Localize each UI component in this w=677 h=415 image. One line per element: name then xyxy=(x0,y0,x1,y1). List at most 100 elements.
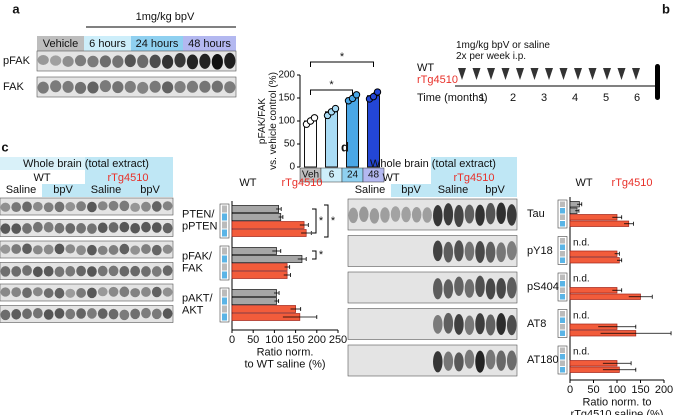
condition-background xyxy=(183,36,236,51)
treatment-marker xyxy=(222,229,227,237)
blot-band xyxy=(186,54,199,70)
blot-band xyxy=(76,288,86,298)
y-axis-label: pFAK/FAK vs. vehicle control (%) xyxy=(256,72,279,170)
blot-band xyxy=(32,266,43,278)
treatment-marker xyxy=(222,297,227,305)
blot-band xyxy=(54,308,65,319)
injection-marker xyxy=(632,68,640,80)
treatment-label: Saline xyxy=(437,183,469,196)
blot-band xyxy=(65,265,76,277)
blot-band xyxy=(108,308,119,320)
blot-band xyxy=(74,55,87,67)
blot-band xyxy=(506,204,517,226)
injection-marker xyxy=(588,68,597,80)
category-label: pY18 xyxy=(527,244,553,257)
blot-band xyxy=(22,308,32,320)
category-label: pAKT/ AKT xyxy=(182,292,213,317)
blot-band xyxy=(0,223,11,234)
x-tick-label: 0 xyxy=(228,333,236,346)
blot-band xyxy=(62,80,74,93)
blot-band xyxy=(130,308,141,320)
blot-band xyxy=(199,53,211,69)
blot-band xyxy=(119,266,130,277)
bar xyxy=(569,287,618,294)
blot-band xyxy=(11,287,22,298)
treatment-marker xyxy=(560,201,565,207)
blot-band xyxy=(108,200,119,211)
group-frame xyxy=(557,272,568,302)
y-tick-label: 0 xyxy=(289,161,295,173)
condition-background xyxy=(84,36,131,51)
panel-label: d xyxy=(341,139,349,155)
blot-background xyxy=(0,240,174,259)
treatment-marker xyxy=(222,289,227,297)
blot-band xyxy=(97,222,108,234)
blot-band xyxy=(433,351,443,373)
blot-band xyxy=(87,55,99,68)
blot-band xyxy=(22,265,32,276)
bar xyxy=(569,257,620,264)
blot-band xyxy=(433,278,443,300)
injection-marker xyxy=(603,68,611,80)
treatment-label: bpV xyxy=(53,183,73,196)
column-label: rTg4510 xyxy=(611,176,653,189)
blot-band xyxy=(97,287,108,297)
injection-marker xyxy=(530,68,539,80)
treatment-marker xyxy=(222,221,227,229)
panel-label: a xyxy=(12,1,20,17)
blot-band xyxy=(124,80,136,93)
blot-band xyxy=(11,202,22,213)
header-background xyxy=(0,157,173,170)
treatment-marker xyxy=(560,214,565,220)
data-point xyxy=(331,104,340,113)
column-label: rTg4510 xyxy=(281,176,323,189)
injection-marker xyxy=(458,68,466,80)
treatment-marker xyxy=(222,263,227,271)
blot-band xyxy=(54,287,65,299)
treatment-marker xyxy=(560,238,565,244)
group-frame xyxy=(557,199,568,229)
blot-band xyxy=(485,278,496,300)
group-frame xyxy=(557,345,568,375)
blot-band xyxy=(97,245,108,255)
blot-band xyxy=(454,204,464,228)
bar xyxy=(231,229,307,237)
blot-band xyxy=(475,275,485,298)
blot-band xyxy=(32,307,43,319)
treatment-marker xyxy=(560,221,565,227)
blot-band xyxy=(97,201,108,211)
x-tick-label: 48 xyxy=(367,169,380,181)
blot-band xyxy=(137,81,149,94)
significance-label: * xyxy=(318,214,324,227)
treatment-marker xyxy=(560,274,565,280)
blot-band xyxy=(65,288,76,298)
bar xyxy=(231,255,303,263)
blot-band xyxy=(464,241,475,261)
genotype-label: rTg4510 xyxy=(107,171,149,184)
group-frame xyxy=(219,287,230,323)
blot-band xyxy=(174,81,186,94)
bar xyxy=(569,220,630,227)
blot-band xyxy=(108,245,119,255)
blot-band xyxy=(475,350,485,373)
blot-band xyxy=(151,266,162,277)
blot-band xyxy=(119,286,130,298)
injection-marker xyxy=(516,68,524,80)
significance-label: * xyxy=(330,214,336,227)
header-background xyxy=(431,157,517,197)
blot-band xyxy=(0,266,11,277)
significance-bracket xyxy=(310,61,374,67)
blot-band xyxy=(76,245,86,256)
x-tick-label: 250 xyxy=(328,333,348,346)
blot-band xyxy=(11,309,22,320)
y-tick-label: 150 xyxy=(278,92,295,104)
month-label: 6 xyxy=(633,91,641,104)
blot-band xyxy=(485,314,496,336)
x-axis-label: Ratio norm. to rTg4510 saline (%) xyxy=(570,396,664,415)
blot-band xyxy=(433,240,443,262)
blot-band xyxy=(151,286,162,298)
blot-band xyxy=(87,287,97,299)
bar xyxy=(231,247,277,255)
x-tick-label: 200 xyxy=(654,383,674,396)
treatment-marker xyxy=(560,324,565,330)
